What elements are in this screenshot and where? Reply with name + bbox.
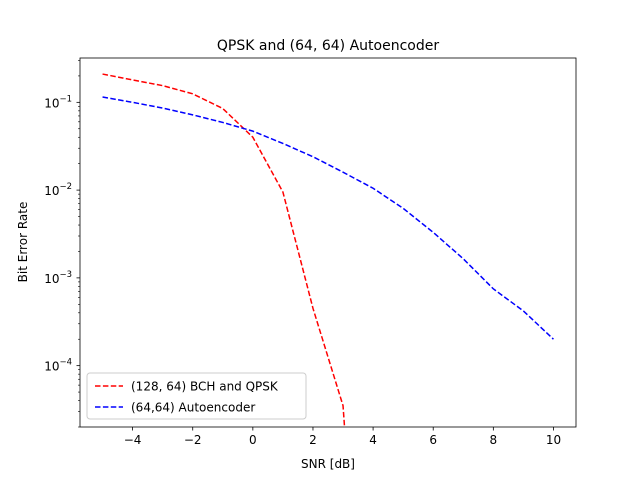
y-axis-label: Bit Error Rate — [16, 202, 30, 283]
x-axis: −4 −2 0 2 4 6 8 10 — [124, 427, 561, 447]
x-tick-label: 10 — [546, 433, 561, 447]
y-tick-label: 10−2 — [44, 182, 72, 198]
x-tick-label: 8 — [490, 433, 498, 447]
series-line-0 — [102, 73, 346, 427]
x-tick-label: −4 — [124, 433, 142, 447]
y-tick-label: 10−4 — [44, 358, 72, 374]
chart-title: QPSK and (64, 64) Autoencoder — [217, 38, 439, 54]
x-tick-label: 4 — [369, 433, 377, 447]
y-axis: 10−4 10−3 10−2 10−1 — [44, 60, 80, 428]
legend: (128, 64) BCH and QPSK (64,64) Autoencode… — [86, 372, 307, 420]
plot-area — [102, 73, 554, 427]
x-tick-label: 6 — [429, 433, 437, 447]
x-tick-label: −2 — [184, 433, 202, 447]
axes-frame — [79, 57, 577, 428]
series-line-1 — [102, 96, 554, 340]
y-tick-label: 10−3 — [44, 270, 72, 286]
x-axis-label: SNR [dB] — [301, 457, 355, 471]
x-tick-label: 2 — [309, 433, 317, 447]
x-tick-label: 0 — [249, 433, 257, 447]
legend-label: (128, 64) BCH and QPSK — [131, 380, 279, 394]
legend-label: (64,64) Autoencoder — [131, 401, 255, 415]
y-tick-label: 10−1 — [44, 94, 72, 110]
legend-box — [86, 372, 307, 420]
